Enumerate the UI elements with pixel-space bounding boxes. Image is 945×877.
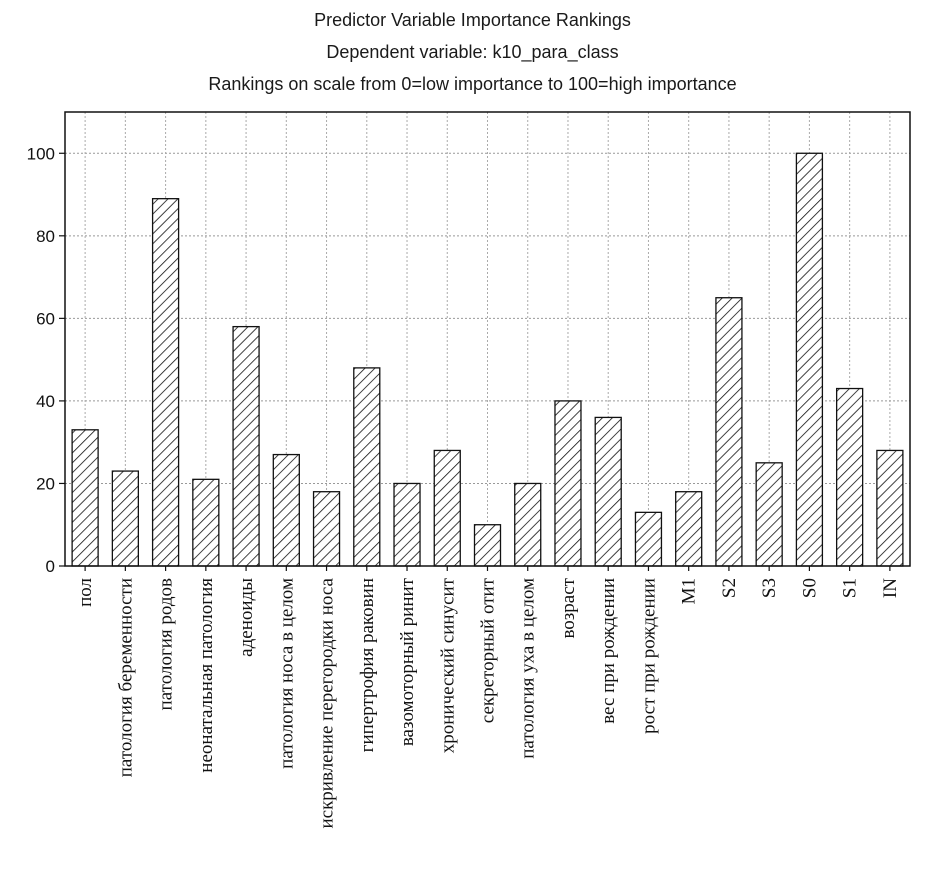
x-category-label: вазомоторный ринит [397,577,418,746]
bar-12 [554,400,582,567]
bar-14 [634,511,663,567]
bars [71,152,904,567]
x-category-label: гипертрофия раковин [357,578,378,752]
x-category-label: патология родов [156,578,177,710]
x-category-label: секреторный отит [478,577,499,723]
y-tick-label: 100 [27,144,55,163]
x-category-label: вес при рождении [598,578,619,724]
bar-3 [192,478,220,567]
bar-4 [232,325,260,567]
x-category-label: возраст [558,577,579,638]
y-axis: 0 20 40 60 80 100 [27,144,891,576]
bar-19 [835,387,864,567]
bar-13 [594,416,622,567]
bar-6 [312,491,341,567]
bar-17 [755,462,783,567]
bar-2 [151,198,180,567]
bar-20 [876,449,904,567]
x-category-label: патология носа в целом [276,578,297,769]
x-category-label: аденоиды [236,578,257,657]
x-category-label: неонатальная патология [196,578,217,773]
bar-1 [111,470,140,567]
category-labels: пол патология беременности патология родов… [75,577,901,828]
x-category-label: рост при рождении [638,578,659,734]
y-tick-label: 20 [36,474,55,493]
bar-9 [433,449,461,567]
bar-5 [272,453,300,567]
x-category-label: M1 [679,578,700,604]
y-tick-label: 40 [36,392,55,411]
x-category-label: хронический синусит [437,577,458,753]
grid-lines [65,112,910,566]
chart-title: Predictor Variable Importance Rankings [314,10,631,30]
plot-frame [64,111,911,567]
x-category-label: патология беременности [115,578,136,777]
chart-subtitle-scale: Rankings on scale from 0=low importance … [208,74,737,94]
y-tick-label: 60 [36,309,55,328]
chart-subtitle-dependent-variable: Dependent variable: k10_para_class [326,42,619,62]
bar-11 [514,482,542,567]
x-category-label: патология уха в целом [518,578,539,759]
x-category-label: IN [880,578,901,598]
bar-0 [71,429,99,567]
x-category-label: S2 [719,578,740,598]
bar-7 [353,367,381,567]
bar-8 [393,482,421,567]
bar-10 [473,524,502,567]
x-category-label: пол [75,577,96,606]
bar-18 [795,152,824,567]
x-category-label: S0 [799,578,820,598]
y-tick-label: 0 [46,557,55,576]
x-category-label: искривление перегородки носа [317,577,338,828]
x-category-label: S1 [840,578,861,598]
y-tick-label: 80 [36,227,55,246]
x-category-label: S3 [759,578,780,598]
bar-16 [715,297,743,567]
bar-15 [675,491,703,567]
